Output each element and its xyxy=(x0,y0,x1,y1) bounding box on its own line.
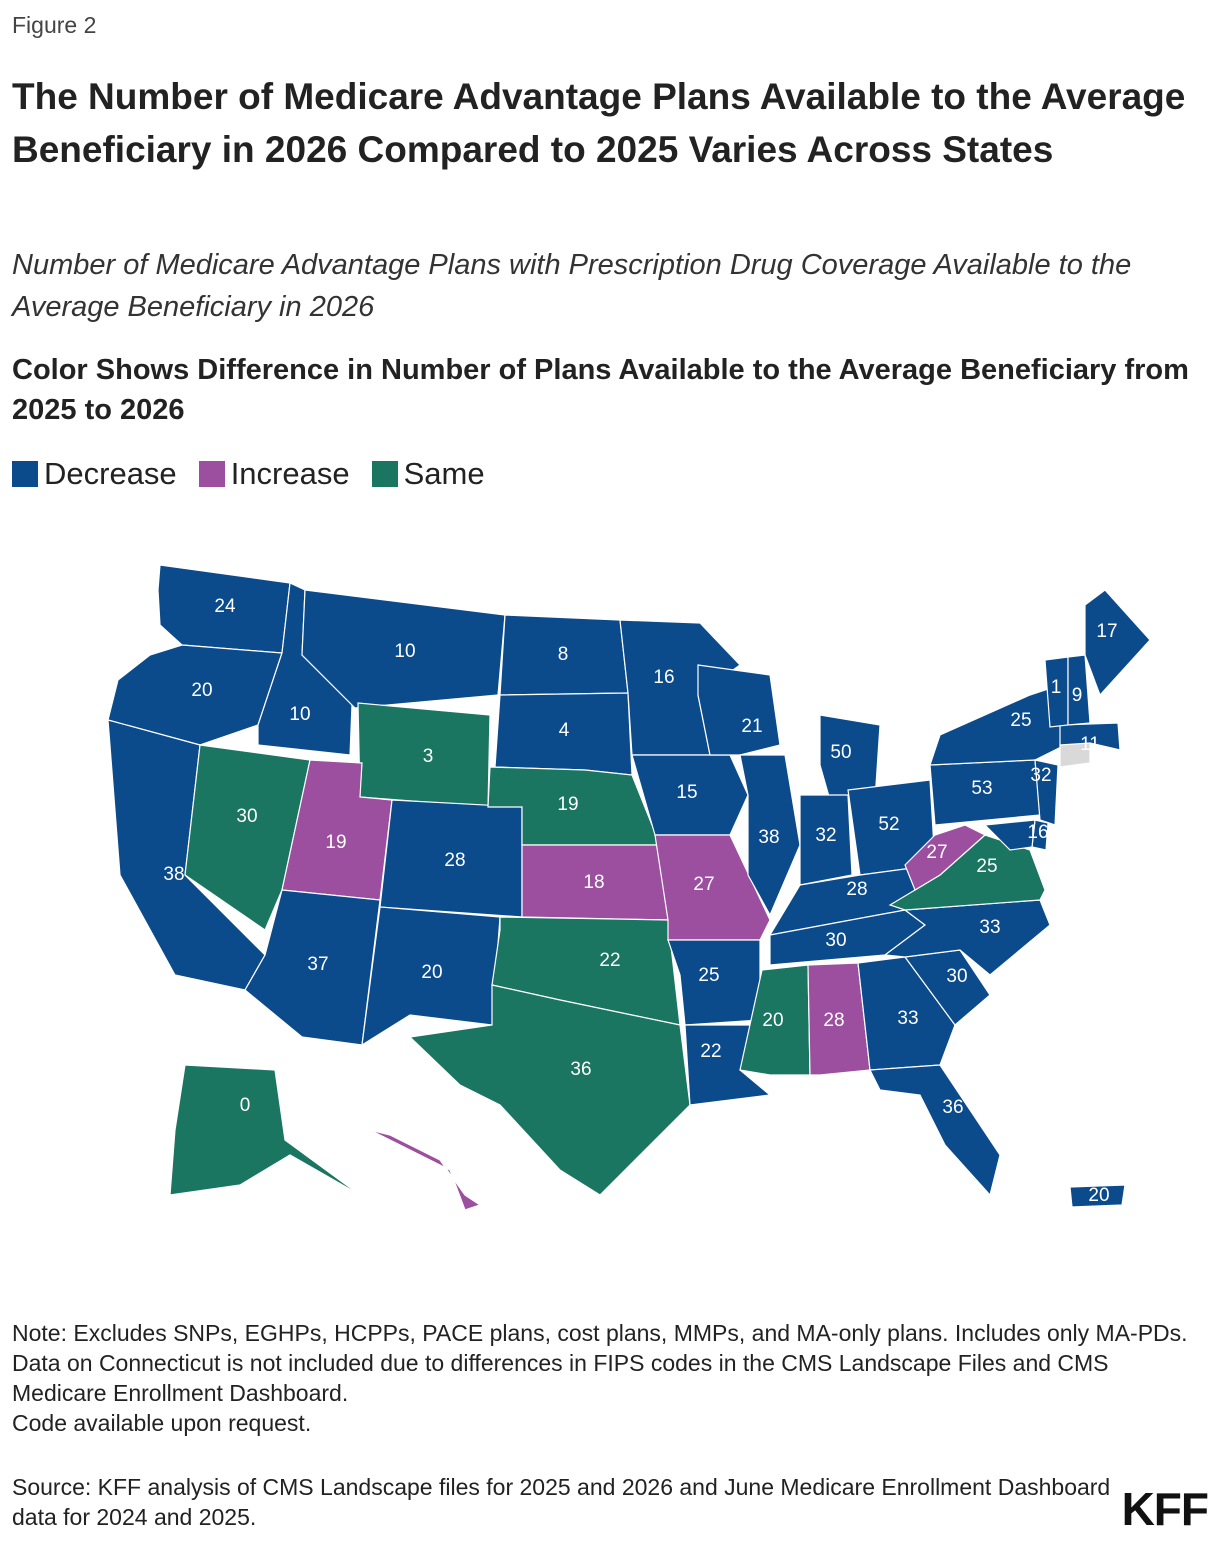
legend-title: Color Shows Difference in Number of Plan… xyxy=(12,354,1189,426)
state-al[interactable] xyxy=(807,962,871,1076)
note: Note: Excludes SNPs, EGHPs, HCPPs, PACE … xyxy=(12,1318,1202,1438)
state-tx[interactable] xyxy=(408,984,691,1196)
state-az[interactable] xyxy=(244,889,381,1046)
kff-logo: KFF xyxy=(1121,1483,1209,1535)
state-label-ny: 25 xyxy=(1010,710,1031,731)
state-il[interactable] xyxy=(739,754,801,917)
state-nh[interactable] xyxy=(1067,654,1091,726)
legend-label-decrease: Decrease xyxy=(44,456,177,491)
state-label-nh: 9 xyxy=(1072,685,1083,706)
figure-label: Figure 2 xyxy=(12,12,97,38)
state-label-la: 22 xyxy=(700,1041,721,1062)
state-wi[interactable] xyxy=(697,664,781,756)
legend-label-increase: Increase xyxy=(230,456,350,491)
state-ga[interactable] xyxy=(857,956,956,1071)
state-mt[interactable] xyxy=(301,589,506,709)
state-label-ar: 25 xyxy=(698,965,719,986)
state-me[interactable] xyxy=(1084,589,1151,697)
state-label-mi: 50 xyxy=(830,742,851,763)
legend-swatch-decrease xyxy=(12,461,38,487)
state-nj[interactable] xyxy=(1034,759,1059,826)
note-text: Note: Excludes SNPs, EGHPs, HCPPs, PACE … xyxy=(12,1320,1188,1406)
state-ma[interactable] xyxy=(1059,722,1121,751)
state-label-ut: 19 xyxy=(325,832,346,853)
state-label-mn: 16 xyxy=(653,667,674,688)
state-label-il: 38 xyxy=(758,827,779,848)
state-label-ks: 18 xyxy=(583,872,604,893)
state-label-ok: 22 xyxy=(599,950,620,971)
state-pr[interactable] xyxy=(1069,1184,1126,1208)
state-label-vt: 1 xyxy=(1051,677,1062,698)
state-ar[interactable] xyxy=(667,939,761,1026)
us-map: 24 20 38 10 30 10 3 19 37 28 20 8 4 19 18 22 36 16 15 27 25 2… xyxy=(0,545,1220,1265)
state-label-nd: 8 xyxy=(558,644,569,665)
state-in[interactable] xyxy=(799,794,853,886)
state-nv[interactable] xyxy=(184,744,311,931)
legend-item-decrease[interactable]: Decrease xyxy=(12,456,177,492)
state-label-ky: 28 xyxy=(846,879,867,900)
chart-subtitle: Number of Medicare Advantage Plans with … xyxy=(12,249,1132,323)
state-label-id: 10 xyxy=(289,704,310,725)
state-label-ma: 11 xyxy=(1080,734,1100,755)
legend-swatch-increase xyxy=(198,461,225,487)
state-nm[interactable] xyxy=(361,906,501,1047)
state-label-nj: 32 xyxy=(1030,765,1051,786)
state-label-sc: 30 xyxy=(946,966,967,987)
state-label-al: 28 xyxy=(823,1010,844,1031)
state-label-wa: 24 xyxy=(214,596,236,617)
state-wv[interactable] xyxy=(904,824,987,891)
state-label-mt: 10 xyxy=(394,641,415,662)
state-label-wy: 3 xyxy=(423,746,434,767)
state-fl[interactable] xyxy=(869,1064,1001,1197)
state-label-nm: 20 xyxy=(421,962,442,983)
legend-item-increase[interactable]: Increase xyxy=(198,456,350,492)
state-label-tn: 30 xyxy=(825,930,846,951)
state-label-va: 25 xyxy=(976,856,997,877)
state-ak[interactable] xyxy=(169,1064,361,1196)
us-map-svg: 2420381030103193728208419182236161527252… xyxy=(107,564,1151,1211)
state-label-az: 37 xyxy=(307,954,328,975)
state-label-in: 32 xyxy=(815,825,836,846)
state-label-ca: 38 xyxy=(163,864,184,885)
state-label-ia: 15 xyxy=(676,782,697,803)
note-code: Code available upon request. xyxy=(12,1410,312,1436)
state-hi[interactable] xyxy=(369,1129,482,1211)
state-label-tx: 36 xyxy=(570,1059,591,1080)
state-label-wv: 27 xyxy=(926,842,947,863)
state-label-or: 20 xyxy=(191,680,212,701)
legend-swatch-same xyxy=(371,461,398,487)
state-label-ak: 0 xyxy=(240,1095,251,1116)
state-label-fl: 36 xyxy=(942,1097,963,1118)
state-label-hi: 15 xyxy=(465,1181,486,1202)
state-label-mo: 27 xyxy=(693,874,714,895)
state-ny[interactable] xyxy=(929,684,1066,766)
state-label-pr: 20 xyxy=(1088,1185,1109,1206)
state-label-co: 28 xyxy=(444,850,465,871)
chart-title: The Number of Medicare Advantage Plans A… xyxy=(12,76,1186,170)
state-label-wi: 21 xyxy=(741,716,762,737)
state-label-ne: 19 xyxy=(557,794,578,815)
state-label-me: 17 xyxy=(1096,621,1117,642)
state-label-ms: 20 xyxy=(762,1010,783,1031)
legend-label-same: Same xyxy=(403,456,485,491)
state-label-pa: 53 xyxy=(971,778,992,799)
state-label-de: 16 xyxy=(1027,822,1048,843)
source: Source: KFF analysis of CMS Landscape fi… xyxy=(12,1474,1111,1530)
state-label-ga: 33 xyxy=(897,1008,918,1029)
legend-item-same[interactable]: Same xyxy=(371,456,485,492)
state-md[interactable] xyxy=(983,819,1036,851)
state-label-oh: 52 xyxy=(878,814,899,835)
state-nc[interactable] xyxy=(883,899,1051,976)
state-label-nv: 30 xyxy=(236,806,257,827)
legend: Decrease Increase Same xyxy=(12,456,507,492)
state-ms[interactable] xyxy=(739,964,811,1076)
state-label-sd: 4 xyxy=(559,720,570,741)
state-label-nc: 33 xyxy=(979,917,1000,938)
